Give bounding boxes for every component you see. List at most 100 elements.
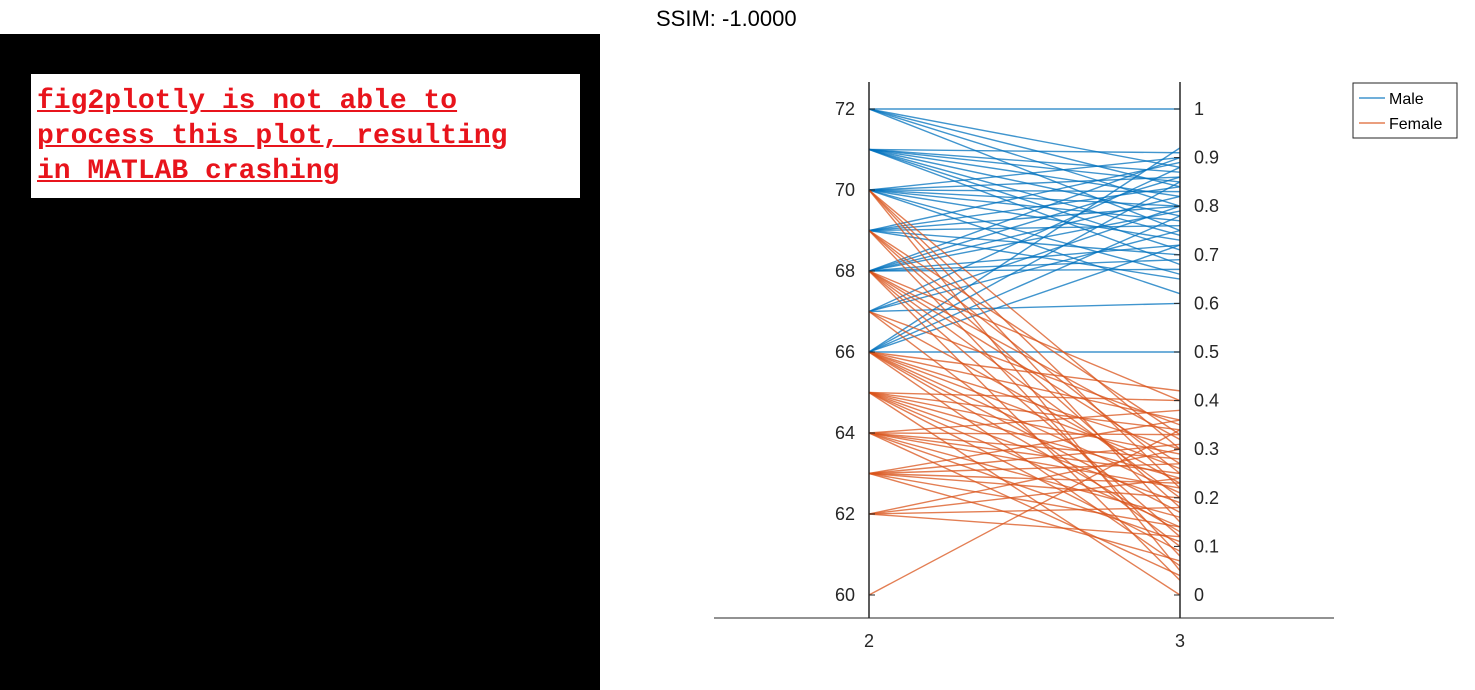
female-line-30	[868, 391, 1181, 528]
right-tick-label-2: 0.2	[1194, 488, 1219, 508]
female-line-22	[868, 351, 1181, 514]
right-tick-label-1: 0.1	[1194, 536, 1219, 556]
legend-label-male: Male	[1389, 91, 1424, 108]
series-lines	[868, 108, 1181, 596]
female-line-12	[868, 270, 1181, 538]
male-line-13	[868, 156, 1181, 191]
right-tick-label-7: 0.7	[1194, 245, 1219, 265]
female-line-46	[868, 472, 1181, 528]
female-line-28	[868, 391, 1181, 480]
male-line-5	[868, 148, 1181, 154]
left-tick-label-6: 72	[835, 99, 855, 119]
female-line-48	[868, 448, 1181, 515]
left-tick-label-4: 68	[835, 261, 855, 281]
male-line-21	[868, 161, 1181, 232]
female-line-13	[868, 270, 1181, 581]
male-line-16	[868, 189, 1181, 207]
female-line-52	[868, 429, 1181, 596]
female-line-49	[868, 477, 1181, 515]
female-line-43	[868, 463, 1181, 475]
male-line-35	[868, 205, 1181, 313]
female-line-21	[868, 351, 1181, 494]
male-line-8	[868, 148, 1181, 198]
male-line-18	[868, 189, 1181, 241]
female-line-8	[868, 270, 1181, 402]
male-line-36	[868, 229, 1181, 313]
male-line-38	[868, 147, 1181, 353]
male-line-14	[868, 176, 1181, 191]
female-line-39	[868, 432, 1181, 543]
female-line-36	[868, 432, 1181, 475]
male-line-27	[868, 156, 1181, 272]
male-line-31	[868, 244, 1181, 272]
male-line-1	[868, 108, 1181, 169]
female-line-34	[868, 432, 1181, 436]
female-line-40	[868, 432, 1181, 577]
female-line-50	[868, 506, 1181, 515]
female-line-15	[868, 310, 1181, 484]
female-line-16	[868, 310, 1181, 547]
right-tick-label-5: 0.5	[1194, 342, 1219, 362]
male-line-24	[868, 224, 1181, 232]
female-line-32	[868, 391, 1181, 596]
right-tick-label-8: 0.8	[1194, 196, 1219, 216]
error-line-1: fig2plotly is not able to	[37, 86, 458, 117]
male-line-4	[868, 108, 1181, 232]
legend-box	[1352, 82, 1458, 139]
male-line-6	[868, 148, 1181, 173]
female-line-33	[868, 409, 1181, 434]
legend: Male Female	[1352, 82, 1458, 139]
female-line-44	[868, 472, 1181, 484]
female-line-1	[868, 189, 1181, 489]
female-line-41	[868, 419, 1181, 475]
female-line-6	[868, 229, 1181, 509]
male-line-22	[868, 186, 1181, 232]
left-tick-label-5: 70	[835, 180, 855, 200]
left-tick-label-3: 66	[835, 342, 855, 362]
male-line-30	[868, 210, 1181, 272]
right-tick-label-3: 0.3	[1194, 439, 1219, 459]
male-line-29	[868, 195, 1181, 272]
female-line-27	[868, 391, 1181, 455]
male-line-9	[868, 148, 1181, 217]
left-tick-label-0: 60	[835, 585, 855, 605]
error-message-box: fig2plotly is not able to process this p…	[31, 74, 580, 198]
left-tick-label-1: 62	[835, 504, 855, 524]
male-line-37	[868, 302, 1181, 313]
female-line-37	[868, 432, 1181, 489]
legend-label-female: Female	[1389, 116, 1442, 133]
female-line-4	[868, 229, 1181, 436]
female-line-10	[868, 270, 1181, 465]
female-line-31	[868, 391, 1181, 552]
female-line-45	[868, 472, 1181, 499]
female-line-18	[868, 351, 1181, 421]
male-line-26	[868, 229, 1181, 280]
male-line-11	[868, 148, 1181, 251]
female-line-42	[868, 443, 1181, 475]
male-line-19	[868, 189, 1181, 275]
male-line-39	[868, 181, 1181, 353]
male-line-41	[868, 244, 1181, 353]
left-tick-label-2: 64	[835, 423, 855, 443]
male-line-12	[868, 148, 1181, 266]
female-line-47	[868, 472, 1181, 562]
right-tick-label-6: 0.6	[1194, 293, 1219, 313]
male-line-3	[868, 108, 1181, 207]
female-line-19	[868, 351, 1181, 450]
right-tick-label-4: 0.4	[1194, 391, 1219, 411]
female-line-35	[868, 432, 1181, 460]
axes: 60 62 64 66 68 70 72 0 0.1 0.2 0.3 0.4 0.5 0.6 0.7 0.8 0…	[714, 82, 1334, 651]
female-line-38	[868, 432, 1181, 518]
series-male	[868, 108, 1181, 353]
x-tick-label-1: 3	[1175, 631, 1185, 651]
female-line-51	[868, 513, 1181, 538]
female-line-25	[868, 391, 1181, 402]
female-line-17	[868, 351, 1181, 392]
chart-title-text: SSIM: -1.0000	[656, 6, 797, 31]
male-line-7	[868, 148, 1181, 183]
series-female	[868, 189, 1181, 596]
error-panel: fig2plotly is not able to process this p…	[0, 34, 600, 690]
male-line-40	[868, 215, 1181, 353]
female-line-23	[868, 351, 1181, 533]
